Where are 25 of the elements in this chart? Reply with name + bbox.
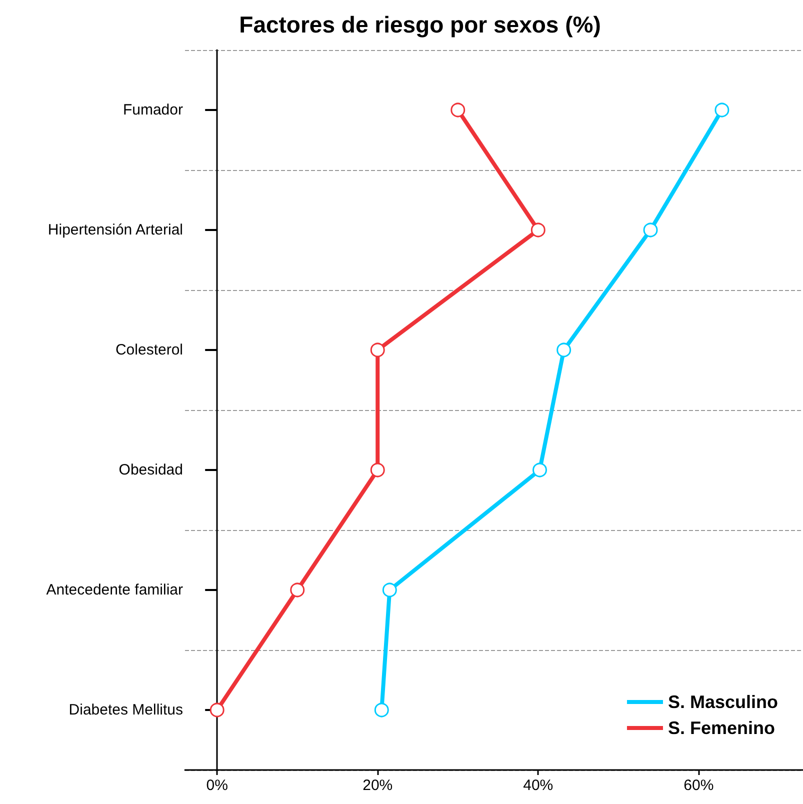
point [290,582,305,598]
point [643,222,658,238]
x-tick-label: 40% [523,777,554,794]
x-tick-label: 0% [206,777,228,794]
point [210,702,224,718]
point [382,582,397,598]
y-tick-label: Obesidad [118,462,183,478]
point [714,102,730,118]
y-tick-label: Antecedente familiar [46,582,183,598]
legend-label: S. Femenino [668,718,775,738]
y-tick-label: Colesterol [115,342,183,358]
point [374,702,389,718]
x-tick-label: 20% [362,777,393,794]
legend-label: S. Masculino [668,692,778,712]
point [370,462,385,478]
point [370,342,385,358]
chart-title: Factores de riesgo por sexos (%) [239,12,601,38]
point [450,102,466,118]
y-tick-label: Diabetes Mellitus [68,702,183,718]
point [556,342,572,358]
point [530,222,546,238]
point [532,462,547,478]
y-tick-label: Fumador [122,102,183,118]
x-tick-label: 60% [684,777,714,794]
y-tick-label: Hipertensión Arterial [48,222,183,238]
